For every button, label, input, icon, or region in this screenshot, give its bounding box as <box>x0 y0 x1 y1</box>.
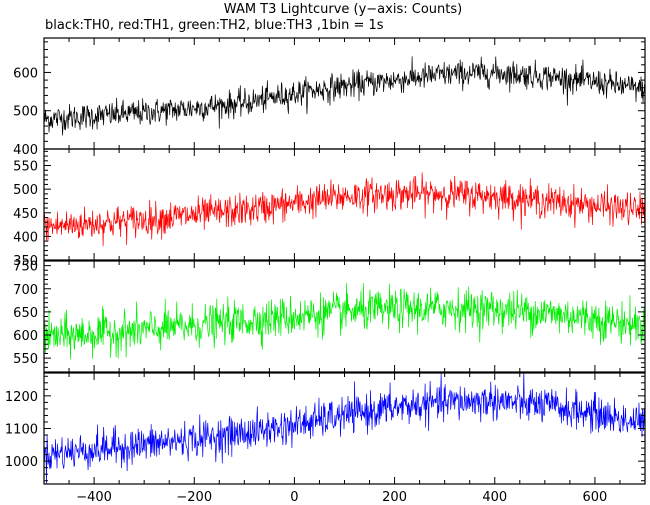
panel-th1: 350 400 450 500 550 <box>13 148 646 269</box>
x-tick-label: 600 <box>583 490 608 505</box>
series-th3-line <box>44 373 645 484</box>
panel-frame <box>43 37 646 150</box>
y-tick-label: 1200 <box>5 390 38 405</box>
y-tick-label: 750 <box>13 260 38 275</box>
y-tick-label: 1100 <box>5 423 38 438</box>
panel-frame <box>43 260 646 373</box>
chart-subtitle: black:TH0, red:TH1, green:TH2, blue:TH3 … <box>45 18 384 33</box>
y-tick-label: 600 <box>13 329 38 344</box>
panel-frame <box>43 148 646 261</box>
y-tick-label: 400 <box>13 230 38 245</box>
y-tick-label: 600 <box>13 66 38 81</box>
series-th0-line <box>44 56 645 136</box>
y-tick-label: 550 <box>13 352 38 367</box>
y-tick-label: 500 <box>13 183 38 198</box>
y-tick-label: 400 <box>13 143 38 158</box>
y-tick-label: 700 <box>13 283 38 298</box>
x-tick-label: −200 <box>176 490 212 505</box>
y-tick-label: 500 <box>13 105 38 120</box>
y-tick-label: 450 <box>13 207 38 222</box>
series-th1-line <box>44 172 645 247</box>
x-tick-label: 0 <box>290 490 298 505</box>
panel-th2: 550 600 650 700 750 <box>13 260 646 373</box>
y-tick-label: 550 <box>13 160 38 175</box>
y-tick-label: 650 <box>13 306 38 321</box>
y-tick-label: 350 <box>13 254 38 269</box>
y-tick-label: 1000 <box>5 455 38 470</box>
x-tick-label: 400 <box>482 490 507 505</box>
series-th2-line <box>44 282 645 360</box>
x-tick-label: −400 <box>76 490 112 505</box>
x-tick-label: 200 <box>382 490 407 505</box>
panels-group: 400 500 600 350 400 450 500 550 550 600 650 700 750 1… <box>5 37 646 505</box>
panel-th3: 1000 1100 1200 <box>5 372 646 485</box>
chart-title: WAM T3 Lightcurve (y−axis: Counts) <box>224 2 462 17</box>
panel-th0: 400 500 600 <box>13 37 646 158</box>
panel-frame <box>43 372 646 485</box>
